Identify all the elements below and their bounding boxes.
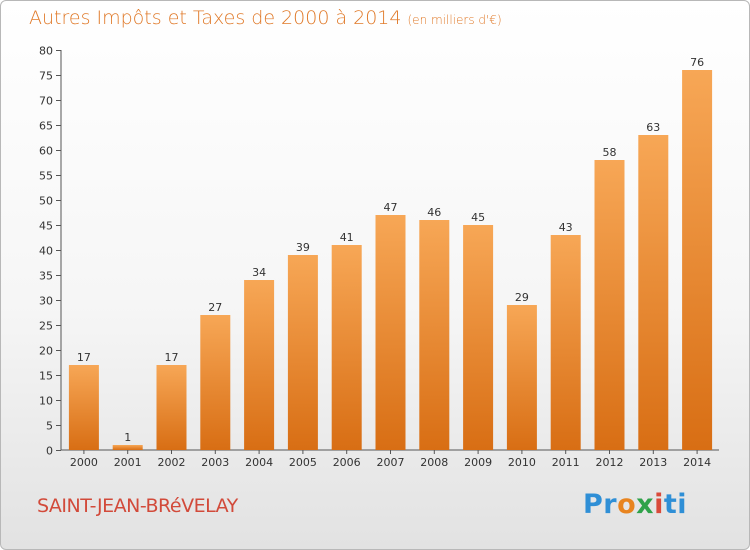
y-tick-label: 40	[39, 245, 53, 258]
y-tick-label: 35	[39, 270, 53, 283]
bar-2011	[550, 235, 581, 450]
bar-2010	[506, 305, 537, 450]
y-tick-label: 75	[39, 70, 53, 83]
value-label-2011: 43	[559, 221, 573, 234]
proxiti-logo: Proxiti	[583, 489, 688, 520]
bar-2013	[638, 135, 669, 450]
y-tick-label: 30	[39, 295, 53, 308]
value-label-2010: 29	[515, 291, 529, 304]
x-tick-label-2009: 2009	[464, 456, 492, 469]
bar-2001	[112, 445, 143, 450]
x-tick-label-2002: 2002	[158, 456, 186, 469]
x-tick-label-2010: 2010	[508, 456, 536, 469]
y-tick-label: 70	[39, 95, 53, 108]
title-text: Autres Impôts et Taxes de 2000 à 2014	[29, 7, 402, 29]
y-tick-label: 45	[39, 220, 53, 233]
y-tick-label: 25	[39, 320, 53, 333]
y-tick-label: 20	[39, 345, 53, 358]
y-tick-label: 55	[39, 170, 53, 183]
value-label-2007: 47	[384, 201, 398, 214]
bar-2005	[287, 255, 318, 450]
value-label-2004: 34	[252, 266, 266, 279]
x-tick-label-2005: 2005	[289, 456, 317, 469]
value-label-2001: 1	[124, 431, 131, 444]
value-label-2008: 46	[427, 206, 441, 219]
x-tick-label-2007: 2007	[377, 456, 405, 469]
x-tick-label-2012: 2012	[596, 456, 624, 469]
x-tick-label-2001: 2001	[114, 456, 142, 469]
value-label-2002: 17	[165, 351, 179, 364]
bar-2008	[419, 220, 450, 450]
y-tick-label: 65	[39, 120, 53, 133]
bar-2007	[375, 215, 406, 450]
value-label-2000: 17	[77, 351, 91, 364]
value-label-2014: 76	[690, 56, 704, 69]
x-tick-label-2014: 2014	[683, 456, 711, 469]
value-label-2009: 45	[471, 211, 485, 224]
bar-2000	[68, 365, 99, 450]
y-tick-label: 0	[46, 445, 53, 458]
y-tick-label: 60	[39, 145, 53, 158]
x-tick-label-2008: 2008	[420, 456, 448, 469]
commune-name: SAINT-JEAN-BRéVELAY	[37, 495, 238, 517]
bar-2014	[682, 70, 713, 450]
y-tick-label: 15	[39, 370, 53, 383]
x-tick-label-2006: 2006	[333, 456, 361, 469]
value-label-2006: 41	[340, 231, 354, 244]
value-label-2013: 63	[646, 121, 660, 134]
bar-2009	[463, 225, 494, 450]
bar-2003	[200, 315, 231, 450]
bar-2004	[244, 280, 275, 450]
bar-2002	[156, 365, 187, 450]
y-tick-label: 5	[46, 420, 53, 433]
x-tick-label-2013: 2013	[639, 456, 667, 469]
bar-2006	[331, 245, 362, 450]
x-tick-label-2004: 2004	[245, 456, 273, 469]
value-label-2005: 39	[296, 241, 310, 254]
value-label-2003: 27	[208, 301, 222, 314]
x-tick-label-2000: 2000	[70, 456, 98, 469]
value-labels: 17 1 17 27 34 39 41 47 46 45 29 43 58 63 76	[77, 56, 704, 444]
y-tick-label: 10	[39, 395, 53, 408]
bars	[68, 70, 713, 450]
y-tick-label: 80	[39, 45, 53, 58]
x-tick-label-2011: 2011	[552, 456, 580, 469]
bar-2012	[594, 160, 625, 450]
value-label-2012: 58	[603, 146, 617, 159]
chart-title: Autres Impôts et Taxes de 2000 à 2014 (en…	[29, 7, 502, 29]
x-tick-label-2003: 2003	[201, 456, 229, 469]
y-tick-label: 50	[39, 195, 53, 208]
title-unit: (en milliers d'€)	[407, 13, 502, 27]
